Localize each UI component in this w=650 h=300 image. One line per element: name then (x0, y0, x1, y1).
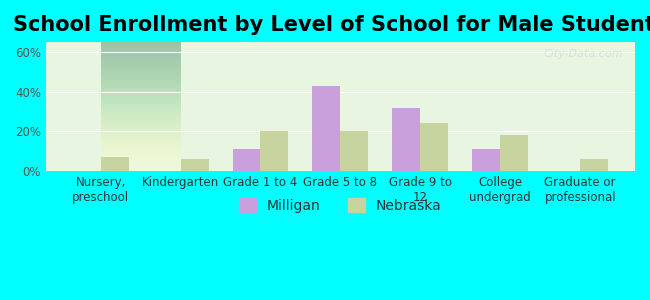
Bar (313, 86, 341, 171)
Title: School Enrollment by Level of School for Male Students: School Enrollment by Level of School for… (13, 15, 650, 35)
Bar (393, 107, 421, 171)
Bar (500, 135, 528, 171)
Bar (233, 149, 261, 171)
Bar (421, 123, 448, 171)
Bar (341, 131, 369, 171)
Bar (101, 157, 129, 171)
Bar (580, 159, 608, 171)
Legend: Milligan, Nebraska: Milligan, Nebraska (233, 192, 447, 218)
Bar (181, 159, 209, 171)
Bar (473, 149, 501, 171)
Text: City-Data.com: City-Data.com (543, 49, 623, 58)
Bar (261, 131, 289, 171)
